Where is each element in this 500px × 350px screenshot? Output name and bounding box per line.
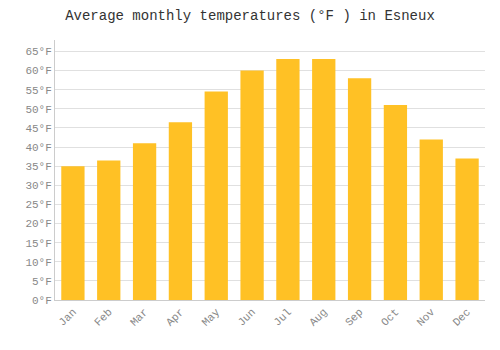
svg-text:Feb: Feb — [92, 306, 114, 328]
svg-text:Dec: Dec — [451, 306, 473, 328]
svg-text:Nov: Nov — [415, 306, 438, 329]
svg-text:30°F: 30°F — [25, 180, 51, 192]
svg-text:Jul: Jul — [271, 306, 293, 328]
svg-text:35°F: 35°F — [25, 161, 51, 173]
svg-text:5°F: 5°F — [32, 276, 52, 288]
svg-text:25°F: 25°F — [25, 199, 51, 211]
svg-text:Mar: Mar — [128, 306, 150, 328]
svg-text:45°F: 45°F — [25, 123, 51, 135]
svg-text:10°F: 10°F — [25, 257, 51, 269]
svg-text:Average monthly temperatures (: Average monthly temperatures (°F ) in Es… — [65, 8, 435, 24]
svg-text:20°F: 20°F — [25, 218, 51, 230]
svg-text:May: May — [200, 306, 223, 329]
svg-text:55°F: 55°F — [25, 85, 51, 97]
svg-text:40°F: 40°F — [25, 142, 51, 154]
svg-text:Apr: Apr — [164, 306, 186, 328]
svg-text:60°F: 60°F — [25, 65, 51, 77]
svg-text:Aug: Aug — [307, 306, 329, 328]
svg-text:65°F: 65°F — [25, 46, 51, 58]
svg-text:Jan: Jan — [56, 306, 78, 328]
svg-text:Oct: Oct — [379, 306, 401, 328]
svg-text:50°F: 50°F — [25, 104, 51, 116]
svg-text:Sep: Sep — [343, 306, 365, 328]
svg-text:15°F: 15°F — [25, 238, 51, 250]
svg-text:Jun: Jun — [236, 306, 258, 328]
svg-text:0°F: 0°F — [32, 295, 52, 307]
